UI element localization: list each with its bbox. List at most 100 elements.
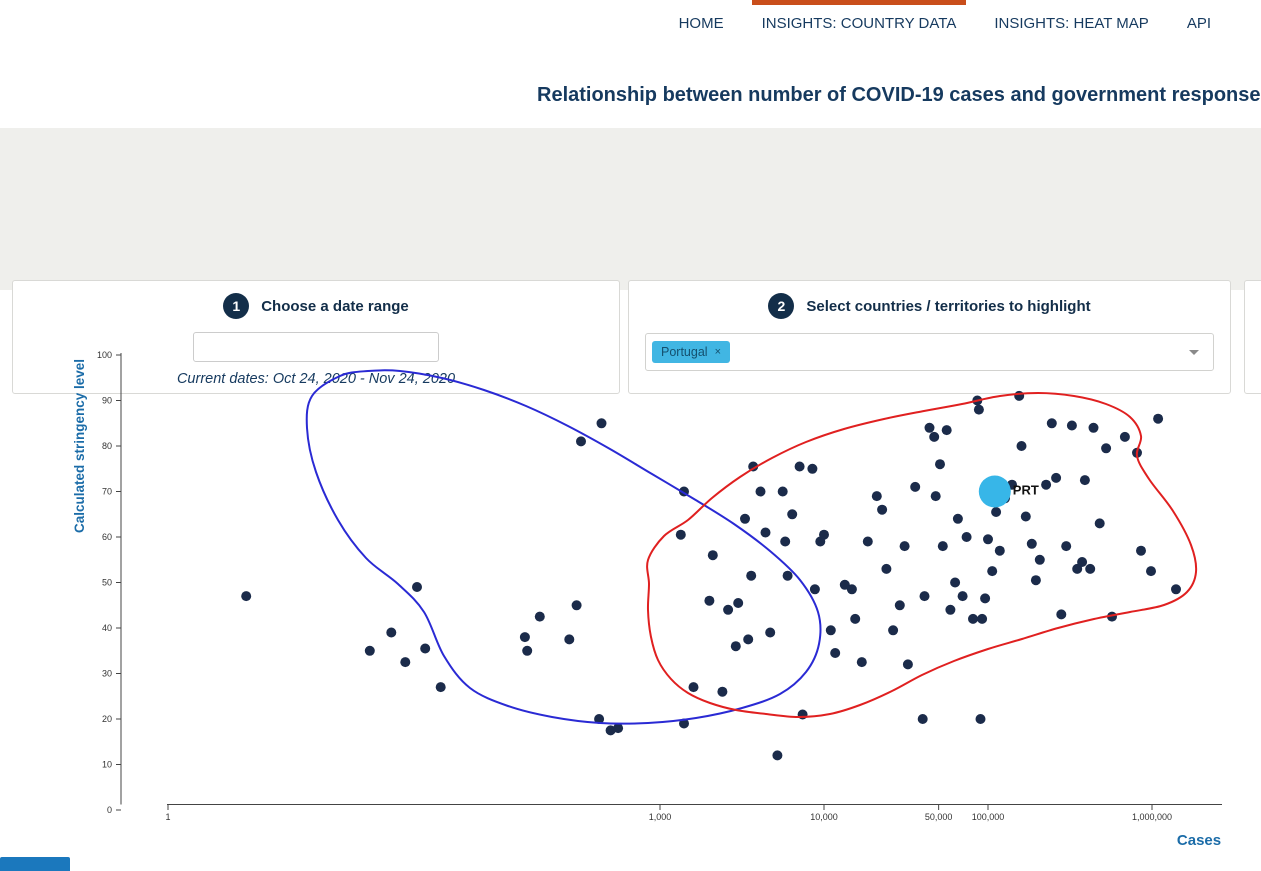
- scatter-point[interactable]: [1119, 431, 1130, 442]
- scatter-point[interactable]: [400, 657, 411, 668]
- scatter-point[interactable]: [1094, 518, 1105, 529]
- scatter-point[interactable]: [871, 491, 882, 502]
- scatter-point[interactable]: [952, 513, 963, 524]
- remove-tag-icon[interactable]: ×: [714, 345, 721, 358]
- scatter-point[interactable]: [1153, 413, 1164, 424]
- scatter-point[interactable]: [983, 534, 993, 545]
- scatter-point[interactable]: [919, 591, 930, 602]
- country-select[interactable]: Portugal ×: [645, 333, 1214, 371]
- scatter-point[interactable]: [1056, 609, 1067, 620]
- scatter-point[interactable]: [794, 461, 805, 472]
- scatter-point[interactable]: [980, 593, 991, 604]
- scatter-point[interactable]: [935, 459, 945, 470]
- scatter-point[interactable]: [435, 682, 446, 693]
- scatter-point[interactable]: [1066, 420, 1077, 431]
- scatter-point[interactable]: [961, 532, 972, 542]
- scatter-point[interactable]: [519, 632, 530, 643]
- scatter-point[interactable]: [888, 625, 899, 636]
- scatter-point[interactable]: [605, 725, 616, 736]
- scatter-point[interactable]: [957, 591, 968, 602]
- scatter-point[interactable]: [819, 529, 829, 540]
- scatter-point[interactable]: [1051, 472, 1062, 483]
- scatter-point[interactable]: [730, 641, 741, 652]
- scatter-point[interactable]: [877, 504, 888, 515]
- scatter-point[interactable]: [987, 566, 998, 577]
- scatter-point[interactable]: [760, 527, 771, 538]
- scatter-point[interactable]: [929, 431, 940, 442]
- selected-country-tag[interactable]: Portugal ×: [652, 341, 730, 363]
- scatter-point[interactable]: [675, 529, 686, 540]
- scatter-point[interactable]: [846, 584, 857, 595]
- scatter-point[interactable]: [787, 509, 798, 520]
- scatter-point[interactable]: [777, 486, 788, 497]
- scatter-point[interactable]: [917, 714, 928, 724]
- scatter-point[interactable]: [1030, 575, 1041, 586]
- scatter-point[interactable]: [733, 598, 744, 608]
- scatter-point[interactable]: [1034, 554, 1045, 565]
- scatter-point[interactable]: [1014, 390, 1025, 401]
- scatter-point[interactable]: [973, 404, 984, 415]
- scatter-point[interactable]: [1171, 584, 1181, 595]
- scatter-point[interactable]: [688, 682, 699, 693]
- scatter-point[interactable]: [571, 600, 582, 611]
- nav-item-insights-heat-map[interactable]: INSIGHTS: HEAT MAP: [994, 0, 1148, 46]
- scatter-point[interactable]: [862, 536, 873, 547]
- scatter-point[interactable]: [780, 536, 791, 547]
- scatter-point[interactable]: [1136, 545, 1146, 556]
- scatter-point[interactable]: [910, 481, 921, 492]
- date-range-input[interactable]: [193, 332, 439, 362]
- nav-item-api[interactable]: API: [1187, 0, 1211, 46]
- scatter-point[interactable]: [930, 491, 941, 502]
- scatter-point[interactable]: [723, 604, 734, 615]
- scatter-point[interactable]: [1026, 538, 1037, 549]
- bottom-left-partial-button[interactable]: [0, 857, 70, 871]
- scatter-point[interactable]: [412, 582, 422, 592]
- scatter-point[interactable]: [991, 507, 1002, 517]
- scatter-point[interactable]: [564, 634, 575, 645]
- scatter-point[interactable]: [881, 563, 892, 574]
- scatter-point[interactable]: [743, 634, 754, 645]
- highlight-point[interactable]: [978, 475, 1011, 508]
- scatter-point[interactable]: [1088, 422, 1099, 433]
- scatter-point[interactable]: [830, 648, 841, 658]
- scatter-point[interactable]: [765, 627, 776, 638]
- scatter-point[interactable]: [975, 714, 986, 724]
- scatter-point[interactable]: [968, 613, 978, 624]
- scatter-point[interactable]: [1085, 563, 1096, 574]
- scatter-point[interactable]: [937, 541, 948, 552]
- scatter-point[interactable]: [1101, 443, 1112, 454]
- scatter-point[interactable]: [950, 577, 961, 588]
- scatter-point[interactable]: [1046, 418, 1057, 429]
- scatter-point[interactable]: [1079, 475, 1090, 486]
- scatter-point[interactable]: [902, 659, 913, 670]
- scatter-point[interactable]: [704, 595, 715, 606]
- scatter-point[interactable]: [1072, 563, 1083, 574]
- scatter-point[interactable]: [994, 545, 1005, 556]
- scatter-point[interactable]: [1061, 541, 1072, 552]
- scatter-point[interactable]: [839, 579, 850, 590]
- scatter-point[interactable]: [707, 550, 718, 561]
- scatter-point[interactable]: [594, 714, 605, 724]
- scatter-point[interactable]: [945, 604, 956, 615]
- scatter-point[interactable]: [809, 584, 820, 595]
- scatter-point[interactable]: [534, 611, 545, 622]
- nav-item-insights-country-data[interactable]: INSIGHTS: COUNTRY DATA: [751, 0, 967, 46]
- scatter-point[interactable]: [782, 570, 793, 581]
- scatter-point[interactable]: [364, 645, 375, 656]
- scatter-point[interactable]: [420, 643, 431, 654]
- scatter-point[interactable]: [1041, 479, 1052, 490]
- scatter-point[interactable]: [856, 657, 867, 668]
- scatter-point[interactable]: [596, 418, 607, 429]
- scatter-point[interactable]: [924, 422, 935, 433]
- scatter-point[interactable]: [1077, 557, 1088, 567]
- scatter-point[interactable]: [1146, 566, 1156, 577]
- scatter-point[interactable]: [850, 613, 861, 624]
- scatter-point[interactable]: [772, 750, 783, 761]
- scatter-point[interactable]: [717, 686, 728, 697]
- scatter-point[interactable]: [977, 613, 988, 624]
- scatter-point[interactable]: [797, 709, 808, 720]
- scatter-point[interactable]: [755, 486, 766, 497]
- scatter-point[interactable]: [894, 600, 905, 611]
- scatter-point[interactable]: [899, 541, 910, 552]
- scatter-point[interactable]: [825, 625, 836, 636]
